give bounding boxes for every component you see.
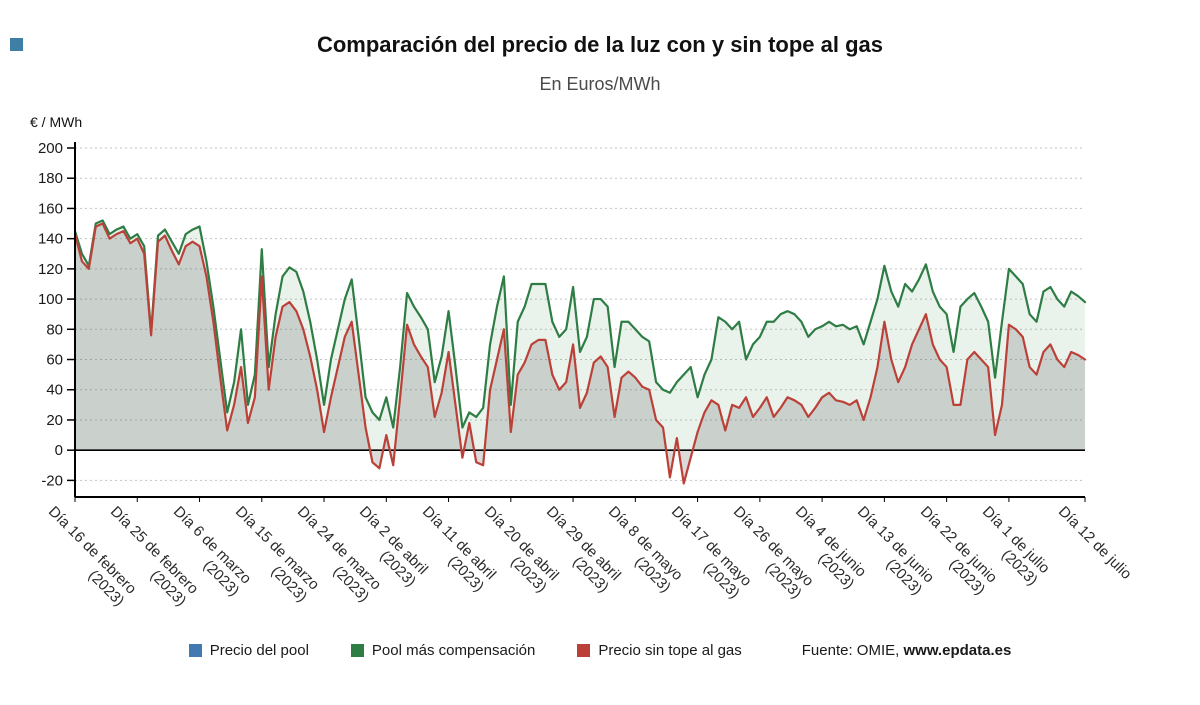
- source-prefix: Fuente: OMIE,: [801, 642, 904, 659]
- svg-text:140: 140: [38, 231, 63, 248]
- svg-text:100: 100: [38, 291, 63, 308]
- svg-text:20: 20: [46, 412, 63, 429]
- x-ticks: [74, 497, 1086, 502]
- svg-text:60: 60: [46, 352, 63, 369]
- y-axis-unit-label: € / MWh: [30, 114, 83, 130]
- chart-title: Comparación del precio de la luz con y s…: [316, 32, 884, 57]
- svg-text:80: 80: [46, 321, 63, 338]
- x-tick-label: Día 12 de julio: [1054, 503, 1135, 583]
- line-series-1: [73, 219, 1087, 429]
- svg-text:160: 160: [38, 200, 63, 217]
- gridlines: [75, 147, 1085, 481]
- svg-text:120: 120: [38, 261, 63, 278]
- legend: Precio del pool Pool más compensación Pr…: [0, 642, 1200, 659]
- source-link[interactable]: www.epdata.es: [903, 642, 1012, 659]
- svg-text:40: 40: [46, 382, 63, 399]
- line-series-2: [73, 222, 1087, 485]
- chart-subtitle: En Euros/MWh: [539, 74, 661, 94]
- legend-swatch-green: [350, 644, 364, 657]
- epdata-logo: [10, 38, 23, 51]
- legend-swatch-blue: [188, 644, 202, 657]
- svg-text:0: 0: [55, 442, 63, 459]
- svg-text:180: 180: [38, 170, 63, 187]
- legend-item-pool-mas-compensacion[interactable]: Pool más compensación: [350, 642, 536, 659]
- svg-text:200: 200: [38, 140, 63, 157]
- source-text: Fuente: OMIE, www.epdata.es: [802, 642, 1012, 659]
- x-axis-labels: Día 16 de febrero (2023) Día 25 de febrero…: [0, 503, 1200, 643]
- y-tick-labels: -20 0 20 40 60 80 100 120 140 160 180 200: [38, 140, 63, 489]
- legend-label-precio-del-pool: Precio del pool: [209, 642, 309, 659]
- chart-svg: -20 0 20 40 60 80 100 120 140 160 180 200: [38, 140, 1087, 502]
- legend-item-precio-del-pool[interactable]: Precio del pool: [188, 642, 309, 659]
- series-lines: [73, 219, 1087, 485]
- svg-text:-20: -20: [41, 472, 63, 489]
- area-series-1: [75, 220, 1085, 451]
- legend-label-precio-sin-tope: Precio sin tope al gas: [598, 642, 742, 659]
- legend-swatch-red: [577, 644, 591, 657]
- legend-label-pool-mas-compensacion: Pool más compensación: [371, 642, 536, 659]
- y-ticks: [67, 147, 75, 482]
- legend-item-precio-sin-tope[interactable]: Precio sin tope al gas: [577, 642, 742, 659]
